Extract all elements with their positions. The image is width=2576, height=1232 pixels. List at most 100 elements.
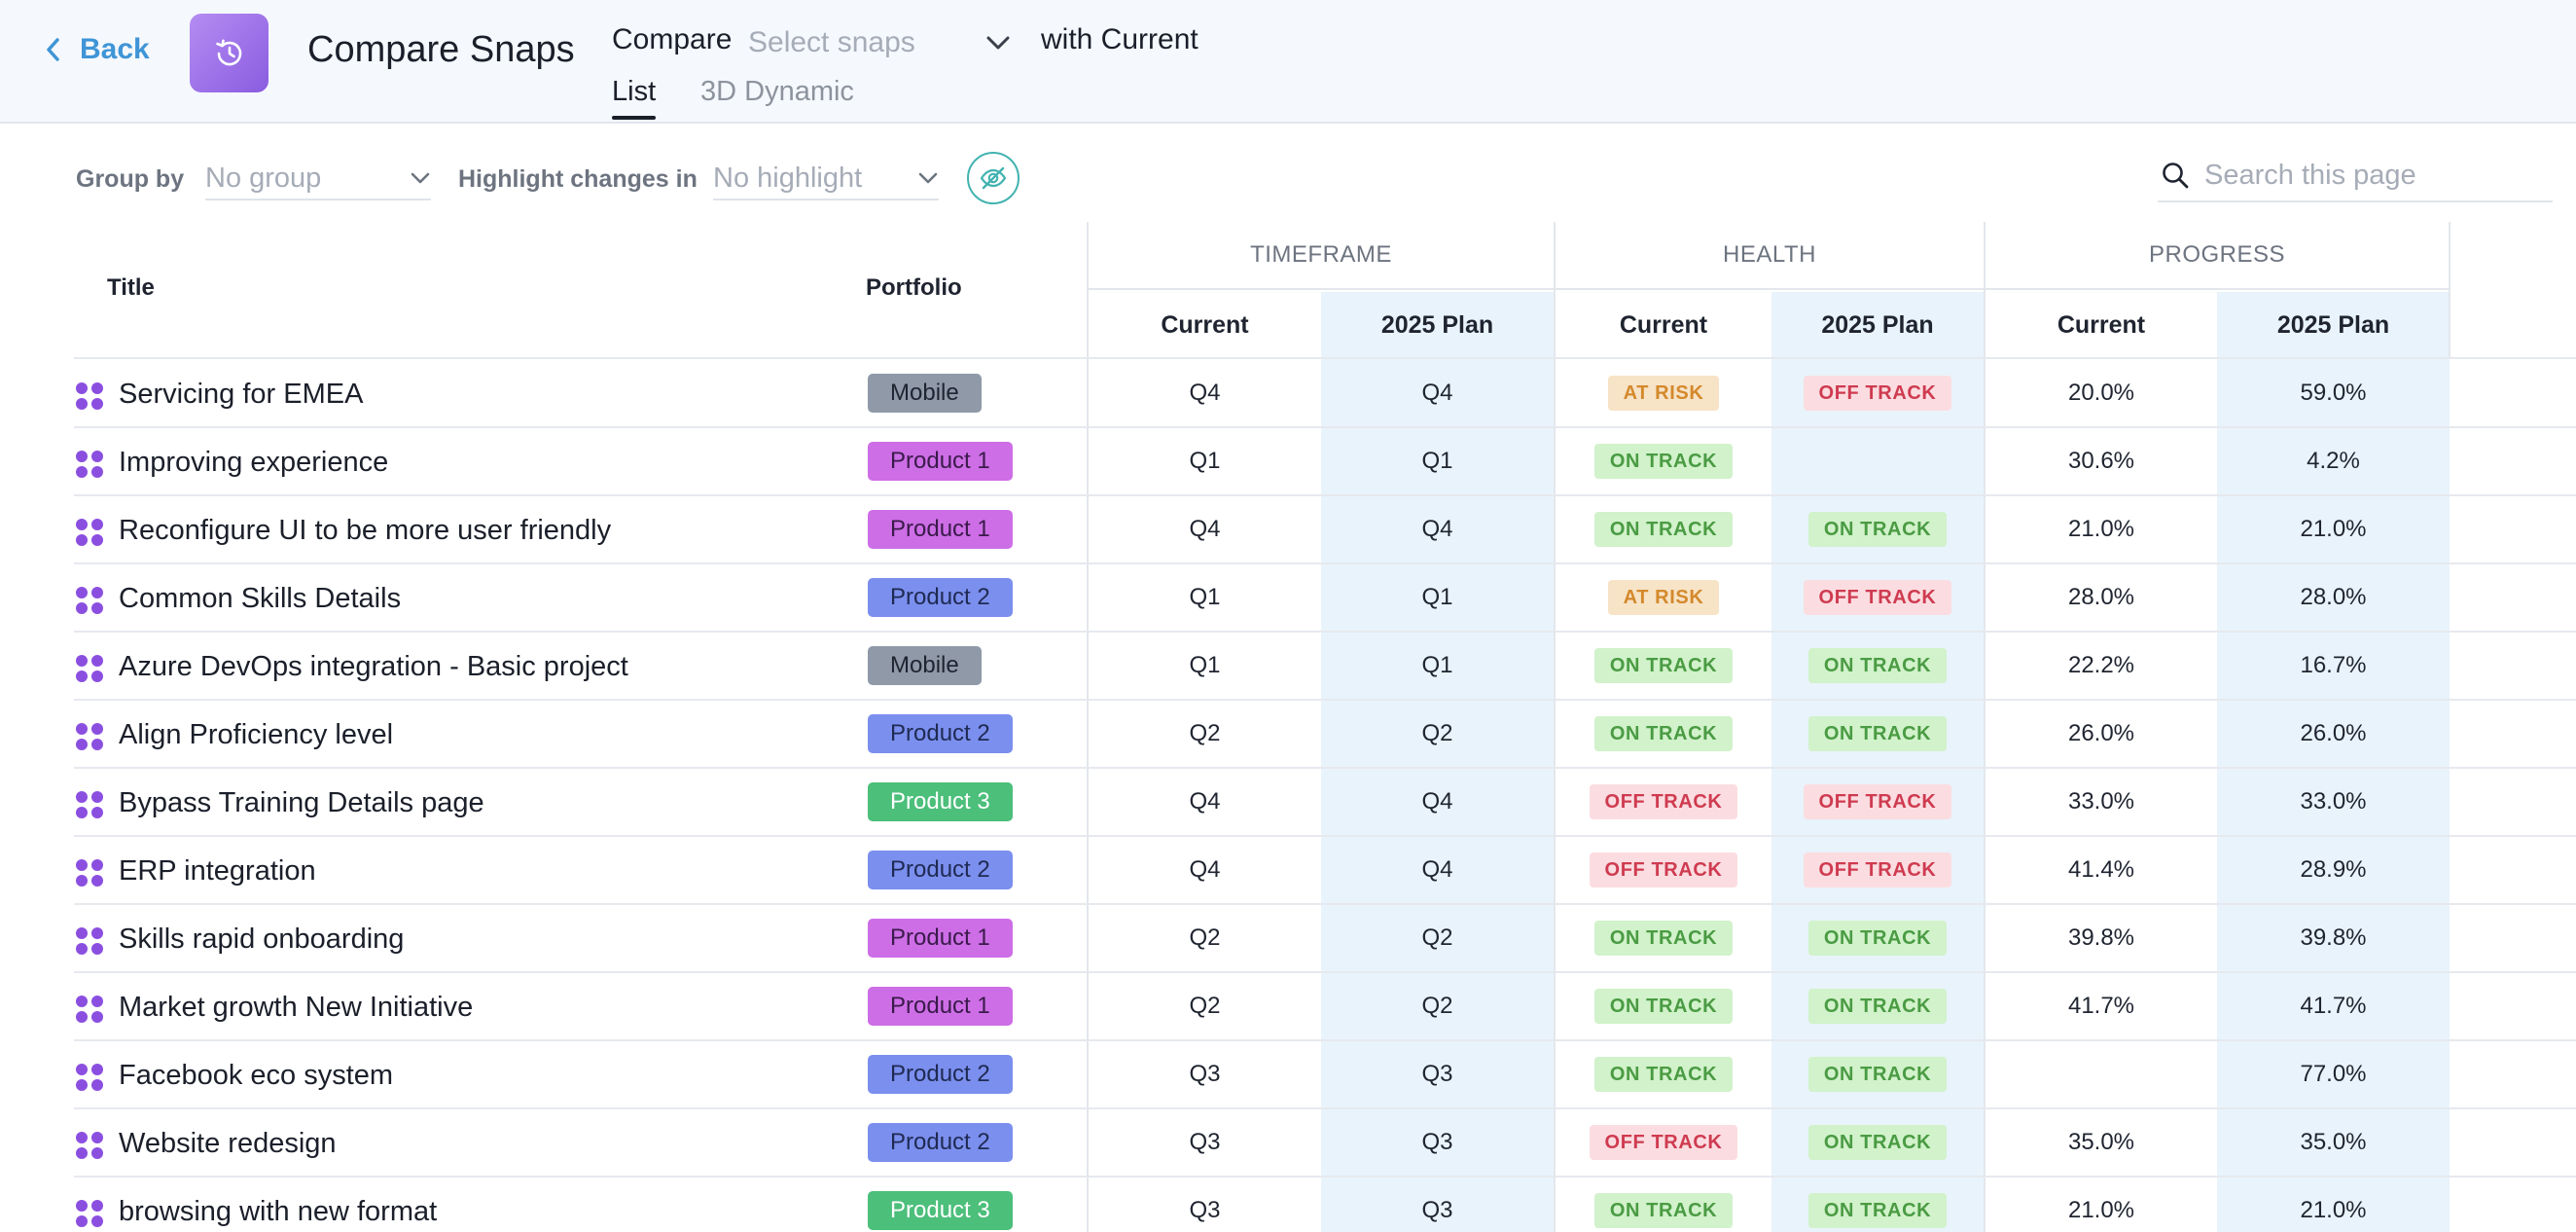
column-header-portfolio[interactable]: Portfolio [866,274,962,301]
health-plan-cell: OFF TRACK [1771,836,1984,904]
row-title[interactable]: Servicing for EMEA [119,379,364,410]
table-row[interactable]: Align Proficiency level Product 2 Q2 Q2 ON T… [0,700,2576,768]
search-box[interactable] [2158,150,2553,202]
header-group-health: HEALTH [1556,222,1984,290]
health-current-badge: AT RISK [1607,376,1720,411]
health-plan-badge: ON TRACK [1807,989,1948,1024]
search-icon [2163,163,2189,189]
highlight-changes-dropdown[interactable]: No highlight [713,158,939,200]
row-title[interactable]: Align Proficiency level [119,719,394,750]
health-plan-badge: ON TRACK [1807,921,1948,956]
portfolio-tag: Product 1 [868,510,1013,549]
health-current-cell: AT RISK [1556,359,1771,427]
select-snaps-dropdown[interactable]: Select snaps [748,23,1011,62]
health-plan-badge: ON TRACK [1807,1057,1948,1092]
health-current-badge: OFF TRACK [1589,784,1738,819]
row-title[interactable]: Reconfigure UI to be more user friendly [119,515,612,546]
column-header-progress-plan[interactable]: 2025 Plan [2276,310,2390,339]
row-divider [74,562,2576,564]
progress-current: 21.0% [2067,516,2135,542]
select-snaps-placeholder: Select snaps [748,26,915,58]
progress-current [1986,1040,2217,1108]
row-title[interactable]: Improving experience [119,447,389,478]
drag-handle-icon[interactable] [76,723,103,750]
progress-plan: 28.0% [2300,584,2367,610]
health-current-badge: ON TRACK [1593,1057,1734,1092]
table-row[interactable]: Servicing for EMEA Mobile Q4 Q4 AT RISK OFF T… [0,359,2576,427]
row-title[interactable]: Bypass Training Details page [119,787,484,818]
portfolio-tag: Product 2 [868,851,1013,889]
progress-current: 39.8% [2067,924,2135,951]
row-title[interactable]: Market growth New Initiative [119,992,474,1023]
portfolio-tag: Product 2 [868,1055,1013,1094]
drag-handle-icon[interactable] [76,1064,103,1091]
timeframe-current: Q4 [1189,380,1221,406]
health-current-badge: ON TRACK [1593,716,1734,751]
health-plan-cell: ON TRACK [1771,972,1984,1040]
back-button[interactable]: Back [43,33,150,66]
progress-plan: 21.0% [2300,516,2367,542]
column-header-timeframe-current[interactable]: Current [1161,310,1249,339]
column-divider [1554,222,1556,1232]
drag-handle-icon[interactable] [76,587,103,614]
table-row[interactable]: Bypass Training Details page Product 3 Q4 Q… [0,768,2576,836]
row-title[interactable]: Skills rapid onboarding [119,924,405,955]
drag-handle-icon[interactable] [76,519,103,546]
row-title[interactable]: ERP integration [119,855,316,887]
health-plan-badge: OFF TRACK [1803,784,1952,819]
health-plan-badge: ON TRACK [1807,512,1948,547]
timeframe-current: Q1 [1189,448,1221,474]
table-row[interactable]: Reconfigure UI to be more user friendly P… [0,495,2576,563]
column-header-title[interactable]: Title [107,274,155,301]
header-group-progress: PROGRESS [1986,222,2449,290]
progress-current: 26.0% [2067,720,2135,746]
with-current-label: with Current [1041,23,1199,55]
row-title[interactable]: Website redesign [119,1128,337,1159]
tab-3d-dynamic[interactable]: 3D Dynamic [700,76,854,107]
health-plan-cell: OFF TRACK [1771,768,1984,836]
column-header-health-plan[interactable]: 2025 Plan [1821,310,1934,339]
portfolio-tag: Mobile [868,374,982,413]
plan-column-shade [1321,292,1554,1232]
highlight-value: No highlight [713,162,863,194]
table-row[interactable]: Skills rapid onboarding Product 1 Q2 Q2 ON T… [0,904,2576,972]
table-row[interactable]: browsing with new format Product 3 Q3 Q3 ON … [0,1177,2576,1232]
row-title[interactable]: Facebook eco system [119,1060,394,1091]
health-current-cell: OFF TRACK [1556,836,1771,904]
drag-handle-icon[interactable] [76,927,103,955]
health-current-badge: ON TRACK [1593,921,1734,956]
top-header: Back Compare Snaps Compare Select snaps … [0,0,2576,124]
column-header-health-current[interactable]: Current [1619,310,1708,339]
column-header-progress-current[interactable]: Current [2057,310,2146,339]
table-row[interactable]: Azure DevOps integration - Basic project… [0,632,2576,700]
progress-current: 28.0% [2067,584,2135,610]
table-row[interactable]: ERP integration Product 2 Q4 Q4 OFF TRACK OFF… [0,836,2576,904]
tab-list[interactable]: List [612,76,657,120]
drag-handle-icon[interactable] [76,791,103,818]
drag-handle-icon[interactable] [76,859,103,887]
search-input[interactable] [2204,159,2535,192]
portfolio-tag: Product 2 [868,714,1013,753]
drag-handle-icon[interactable] [76,382,103,410]
drag-handle-icon[interactable] [76,655,103,682]
drag-handle-icon[interactable] [76,451,103,478]
drag-handle-icon[interactable] [76,1200,103,1227]
table-row[interactable]: Facebook eco system Product 2 Q3 Q3 ON TRACK… [0,1040,2576,1108]
group-by-dropdown[interactable]: No group [205,158,431,200]
hide-unchanged-toggle[interactable] [967,152,1020,204]
row-title[interactable]: Common Skills Details [119,583,402,614]
column-header-timeframe-plan[interactable]: 2025 Plan [1380,310,1494,339]
drag-handle-icon[interactable] [76,996,103,1023]
table-row[interactable]: Improving experience Product 1 Q1 Q1 ON TRAC… [0,427,2576,495]
row-title[interactable]: Azure DevOps integration - Basic project [119,651,628,682]
table-row[interactable]: Website redesign Product 2 Q3 Q3 OFF TRACK ON… [0,1108,2576,1177]
row-title[interactable]: browsing with new format [119,1196,438,1227]
compare-label: Compare [612,23,733,55]
health-plan-cell: ON TRACK [1771,1040,1984,1108]
drag-handle-icon[interactable] [76,1132,103,1159]
table-row[interactable]: Common Skills Details Product 2 Q1 Q1 AT RIS… [0,563,2576,632]
table-row[interactable]: Market growth New Initiative Product 1 Q2 Q… [0,972,2576,1040]
health-current-cell: ON TRACK [1556,1177,1771,1232]
group-by-value: No group [205,162,322,194]
